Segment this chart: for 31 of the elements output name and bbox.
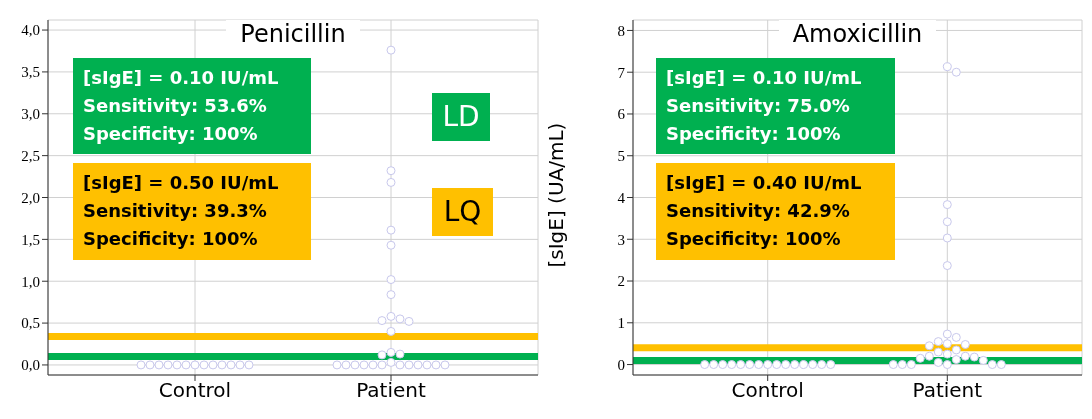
y-tick-label: 4,0 [21,22,40,39]
annotation: LD [432,93,490,141]
annotation: [sIgE] = 0.40 IU/mL Sensitivity: 42.9% Specificity: 100% [656,163,895,260]
y-tick-label: 6 [617,106,626,123]
x-tick-label: Patient [912,378,983,403]
y-tick-label: 2 [617,273,625,290]
x-tick-label: Control [731,378,804,403]
y-tick-label: 1,0 [21,273,40,290]
y-tick-label: 3,0 [21,106,40,123]
x-tick-label: Control [158,378,232,403]
y-tick-label: 1,5 [21,231,40,248]
y-tick-label: 3,5 [21,64,40,81]
annotation: LQ [432,188,493,236]
y-tick-label: 7 [617,64,626,81]
y-axis-title: [sIgE] (UA/mL) [544,122,569,268]
y-tick-label: 1 [617,315,625,332]
annotation: [sIgE] = 0.50 IU/mL Sensitivity: 39.3% Specificity: 100% [73,163,311,260]
y-tick-label: 2,0 [21,189,40,206]
y-tick-label: 0,0 [21,357,40,374]
y-tick-label: 8 [617,22,625,39]
y-tick-label: 0,5 [21,315,40,332]
y-tick-label: 2,5 [21,147,40,164]
y-tick-label: 5 [617,148,625,165]
annotation: [sIgE] = 0.10 IU/mL Sensitivity: 75.0% Specificity: 100% [656,58,895,154]
y-tick-label: 3 [617,231,625,248]
chart-title: Amoxicillin [778,20,937,48]
y-tick-label: 0 [617,356,625,373]
x-tick-label: Patient [356,378,426,403]
y-tick-label: 4 [617,189,626,206]
chart-title: Penicillin [226,20,360,48]
annotation: [sIgE] = 0.10 IU/mL Sensitivity: 53.6% Specificity: 100% [73,58,311,154]
